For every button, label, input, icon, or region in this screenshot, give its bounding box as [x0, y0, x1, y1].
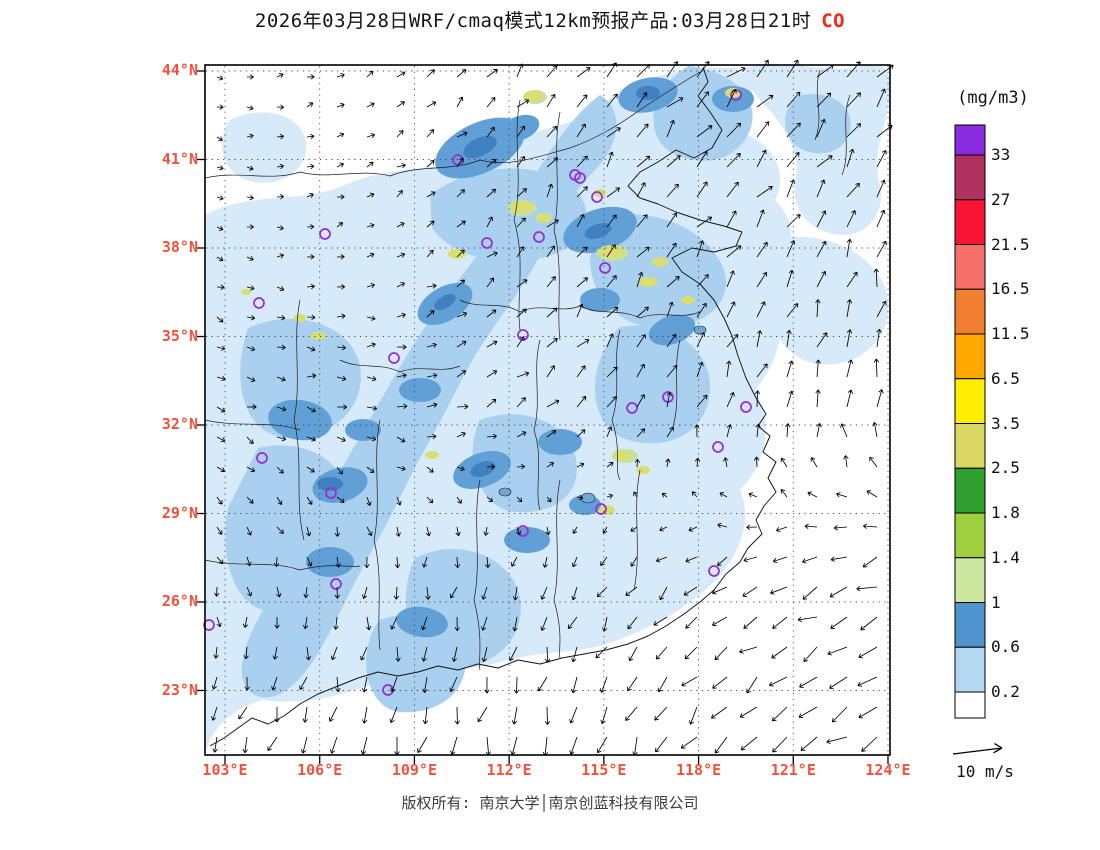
colorbar-label: 1.8	[991, 503, 1020, 522]
chart-title: 2026年03月28日WRF/cmaq模式12km预报产品:03月28日21时 C…	[0, 6, 1100, 33]
colorbar-label: 33	[991, 145, 1011, 164]
colorbar-label: 1	[991, 592, 1001, 612]
wind-scale-label: 10 m/s	[956, 762, 1014, 781]
y-axis-label: 26°N	[161, 592, 198, 610]
station-marker	[319, 228, 331, 240]
colorbar-label: 11.5	[991, 324, 1030, 343]
station-marker	[591, 191, 603, 203]
station-marker	[325, 487, 337, 499]
station-marker	[330, 578, 342, 590]
colorbar-label: 1.4	[991, 547, 1020, 567]
y-axis-label: 44°N	[161, 61, 198, 79]
station-marker	[626, 402, 638, 414]
x-axis-label: 106°E	[297, 761, 343, 779]
station-marker	[203, 619, 215, 631]
y-axis-label: 29°N	[161, 503, 198, 522]
y-axis-label: 38°N	[161, 238, 198, 256]
y-axis-label: 35°N	[161, 326, 198, 345]
station-marker	[595, 503, 607, 515]
x-axis-label: 109°E	[391, 761, 437, 779]
chart-title-species: CO	[821, 10, 846, 32]
wind-vectors	[211, 59, 894, 756]
colorbar-label: 0.2	[991, 682, 1020, 701]
station-marker	[256, 452, 268, 464]
x-axis-label: 118°E	[675, 761, 722, 779]
x-axis-label: 103°E	[202, 761, 248, 779]
y-axis-label: 41°N	[161, 149, 198, 168]
co-concentration-field	[205, 65, 890, 755]
map-border	[204, 64, 891, 756]
x-axis-label: 121°E	[770, 761, 816, 779]
station-marker	[740, 401, 752, 413]
y-axis-label: 32°N	[161, 415, 198, 433]
station-marker	[481, 237, 493, 249]
wind-scale-arrow-icon	[952, 743, 1003, 755]
colorbar-label: 3.5	[991, 413, 1020, 433]
colorbar-label: 0.6	[991, 637, 1020, 657]
station-marker	[712, 441, 724, 453]
station-marker	[574, 172, 586, 184]
province-boundaries	[205, 66, 851, 747]
station-marker	[382, 684, 394, 696]
station-marker	[517, 329, 529, 341]
chart-title-text: 2026年03月28日WRF/cmaq模式12km预报产品:03月28日21时	[254, 10, 812, 32]
station-marker	[533, 231, 545, 243]
colorbar	[954, 124, 986, 719]
colorbar-label: 27	[991, 189, 1011, 209]
station-marker	[253, 297, 265, 309]
y-axis-label: 23°N	[161, 680, 198, 699]
copyright-footer: 版权所有: 南京大学│南京创蓝科技有限公司	[401, 794, 699, 812]
colorbar-label: 16.5	[991, 279, 1030, 299]
wind-vector-path	[211, 59, 894, 756]
colorbar-unit-label: (mg/m3)	[957, 88, 1029, 108]
colorbar-label: 21.5	[991, 234, 1030, 254]
colorbar-label: 6.5	[991, 368, 1020, 388]
axis-ticks	[196, 70, 889, 764]
x-axis-label: 112°E	[486, 761, 532, 779]
x-axis-label: 124°E	[865, 761, 911, 779]
x-axis-label: 115°E	[581, 761, 627, 779]
station-marker	[388, 352, 400, 364]
station-marker	[708, 565, 720, 577]
colorbar-label: 2.5	[991, 458, 1020, 478]
station-marker	[599, 262, 611, 274]
